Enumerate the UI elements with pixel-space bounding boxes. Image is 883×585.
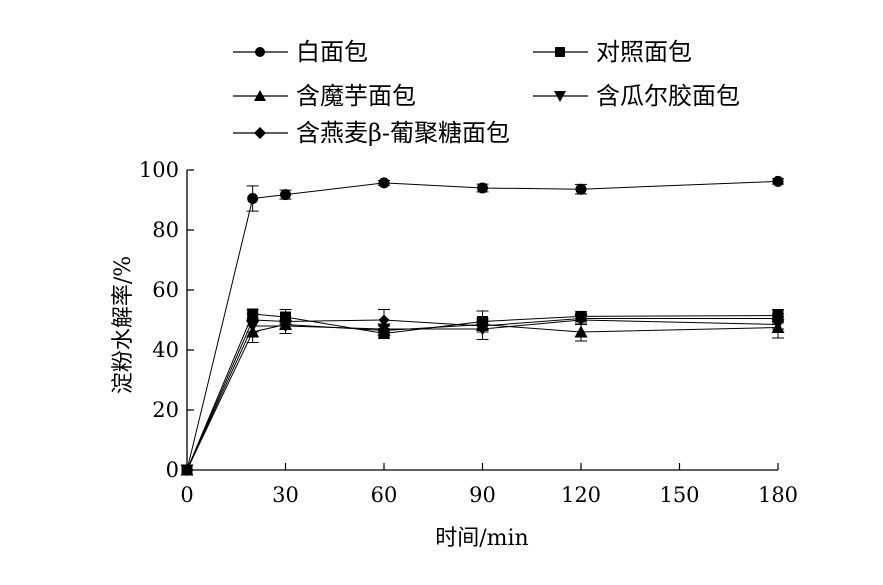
data-point-circle xyxy=(378,177,390,189)
data-point-diamond xyxy=(772,313,784,324)
legend-marker-square-icon xyxy=(555,47,565,57)
axes: 0 20 40 60 80 100 0 30 60 90 120 150 180 时间/min 淀粉水… xyxy=(111,158,798,551)
legend-item-1: 对照面包 xyxy=(533,38,692,66)
data-point-diamond xyxy=(575,313,587,324)
legend: 白面包 对照面包 含魔芋面包 含瓜尔胶面包 含燕麦β-葡聚糖面包 xyxy=(233,38,740,147)
data-point-circle xyxy=(575,183,587,195)
series-2 xyxy=(180,316,785,476)
y-tick-label: 0 xyxy=(166,458,179,482)
x-tick-label: 60 xyxy=(371,483,398,507)
legend-label: 含瓜尔胶面包 xyxy=(596,82,740,110)
y-tick-label: 100 xyxy=(139,158,179,182)
series-4 xyxy=(181,309,784,476)
legend-marker-triangle-up-icon xyxy=(254,90,266,101)
x-tick-label: 120 xyxy=(561,483,601,507)
data-point-circle xyxy=(772,175,784,187)
y-tick-label: 80 xyxy=(152,218,179,242)
data-point-diamond xyxy=(181,464,193,476)
legend-label: 含燕麦β-葡聚糖面包 xyxy=(296,119,510,147)
y-ticks: 0 20 40 60 80 100 xyxy=(139,158,194,482)
x-tick-label: 90 xyxy=(469,483,496,507)
series-line xyxy=(186,318,778,471)
series-line xyxy=(186,319,779,471)
y-tick-label: 40 xyxy=(152,338,179,362)
data-point-diamond xyxy=(247,314,259,326)
legend-item-0: 白面包 xyxy=(233,38,368,66)
legend-marker-triangle-down-icon xyxy=(554,91,566,102)
legend-item-3: 含瓜尔胶面包 xyxy=(533,82,740,110)
x-tick-label: 0 xyxy=(180,483,193,507)
legend-label: 含魔芋面包 xyxy=(296,82,416,110)
legend-label: 对照面包 xyxy=(596,38,692,66)
x-ticks: 0 30 60 90 120 150 180 xyxy=(180,463,798,507)
legend-item-2: 含魔芋面包 xyxy=(233,82,416,110)
series-line xyxy=(186,323,779,471)
series-3 xyxy=(180,314,785,477)
data-point-diamond xyxy=(477,320,488,332)
x-tick-label: 180 xyxy=(758,483,798,507)
data-point-diamond xyxy=(378,314,390,326)
y-tick-label: 60 xyxy=(152,278,179,302)
data-point-circle xyxy=(477,182,488,194)
data-point-triangle-down xyxy=(771,319,785,331)
data-point-circle xyxy=(280,189,291,201)
x-axis-title: 时间/min xyxy=(435,526,528,551)
legend-marker-circle-icon xyxy=(255,47,265,57)
plot-area xyxy=(180,175,785,477)
x-tick-label: 30 xyxy=(272,483,299,507)
y-axis-title: 淀粉水解率/% xyxy=(111,256,136,394)
x-tick-label: 150 xyxy=(659,483,699,507)
legend-marker-diamond-icon xyxy=(254,127,266,139)
data-point-diamond xyxy=(280,316,291,327)
legend-label: 白面包 xyxy=(296,38,368,66)
legend-item-4: 含燕麦β-葡聚糖面包 xyxy=(233,119,510,147)
data-point-triangle-up xyxy=(574,325,588,338)
data-point-circle xyxy=(247,193,259,204)
y-tick-label: 20 xyxy=(152,398,179,422)
